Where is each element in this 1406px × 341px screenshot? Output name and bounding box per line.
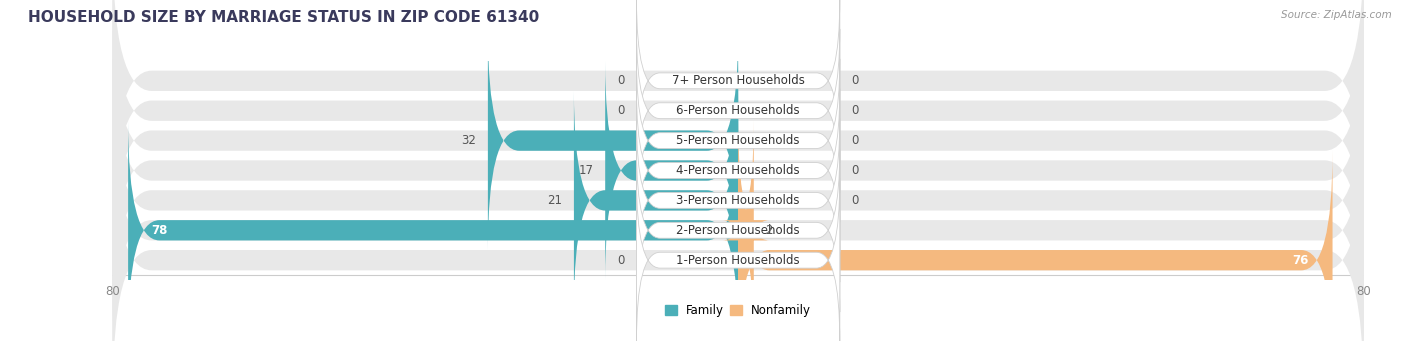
FancyBboxPatch shape [112,0,1364,250]
Text: HOUSEHOLD SIZE BY MARRIAGE STATUS IN ZIP CODE 61340: HOUSEHOLD SIZE BY MARRIAGE STATUS IN ZIP… [28,10,540,25]
FancyBboxPatch shape [637,178,839,341]
Legend: Family, Nonfamily: Family, Nonfamily [661,299,815,322]
Text: 0: 0 [852,134,859,147]
Text: 2: 2 [765,224,773,237]
FancyBboxPatch shape [637,149,839,312]
FancyBboxPatch shape [112,121,1364,341]
Text: 76: 76 [1292,254,1309,267]
FancyBboxPatch shape [112,0,1364,220]
Text: 7+ Person Households: 7+ Person Households [672,74,804,87]
Text: Source: ZipAtlas.com: Source: ZipAtlas.com [1281,10,1392,20]
Text: 4-Person Households: 4-Person Households [676,164,800,177]
FancyBboxPatch shape [112,1,1364,280]
FancyBboxPatch shape [488,31,738,250]
Text: 6-Person Households: 6-Person Households [676,104,800,117]
FancyBboxPatch shape [637,119,839,282]
Text: 0: 0 [852,74,859,87]
FancyBboxPatch shape [112,31,1364,310]
Text: 2-Person Households: 2-Person Households [676,224,800,237]
FancyBboxPatch shape [637,89,839,252]
Text: 0: 0 [617,104,624,117]
FancyBboxPatch shape [574,91,738,310]
Text: 1-Person Households: 1-Person Households [676,254,800,267]
FancyBboxPatch shape [637,59,839,222]
Text: 3-Person Households: 3-Person Households [676,194,800,207]
Text: 5-Person Households: 5-Person Households [676,134,800,147]
Text: 0: 0 [617,254,624,267]
Text: 17: 17 [578,164,593,177]
Text: 0: 0 [852,164,859,177]
FancyBboxPatch shape [128,121,738,340]
FancyBboxPatch shape [637,29,839,192]
FancyBboxPatch shape [605,61,738,280]
FancyBboxPatch shape [723,121,769,340]
FancyBboxPatch shape [738,151,1333,341]
FancyBboxPatch shape [112,61,1364,340]
Text: 21: 21 [547,194,562,207]
Text: 32: 32 [461,134,477,147]
FancyBboxPatch shape [637,0,839,163]
Text: 0: 0 [617,74,624,87]
Text: 0: 0 [852,194,859,207]
FancyBboxPatch shape [112,91,1364,341]
Text: 0: 0 [852,104,859,117]
Text: 78: 78 [152,224,167,237]
